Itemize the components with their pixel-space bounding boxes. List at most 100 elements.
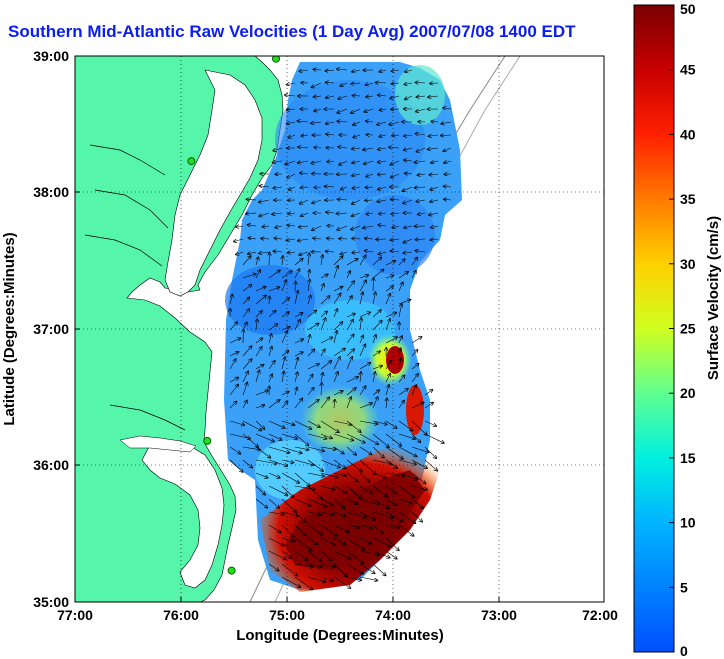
velocity-arrow <box>333 511 346 516</box>
velocity-arrow <box>391 70 400 71</box>
velocity-arrow <box>229 420 245 425</box>
velocity-arrow <box>377 148 387 150</box>
velocity-arrow <box>346 357 352 370</box>
velocity-arrow <box>359 255 366 266</box>
velocity-arrow <box>405 70 413 72</box>
velocity-arrow <box>281 576 301 587</box>
velocity-arrow <box>242 371 248 383</box>
colorbar-label: Surface Velocity (cm/s) <box>705 216 722 380</box>
velocity-arrow <box>326 212 335 213</box>
velocity-arrow <box>320 472 338 478</box>
velocity-arrow <box>294 433 309 446</box>
x-axis-label: Longitude (Degrees:Minutes) <box>236 627 444 644</box>
velocity-arrow <box>392 226 400 228</box>
velocity-arrow <box>268 310 276 318</box>
velocity-arrow <box>411 446 429 453</box>
velocity-arrow <box>229 401 237 409</box>
velocity-arrow <box>229 384 238 396</box>
velocity-arrow <box>346 459 362 472</box>
velocity-arrow <box>312 225 322 231</box>
velocity-arrow <box>307 349 315 357</box>
velocity-arrow <box>268 524 281 533</box>
velocity-arrow <box>337 69 348 70</box>
velocity-arrow <box>307 485 323 499</box>
velocity-arrow <box>346 388 356 396</box>
velocity-arrow <box>385 374 390 383</box>
velocity-arrow <box>294 459 314 465</box>
velocity-arrow <box>314 147 322 148</box>
velocity-arrow <box>268 360 275 370</box>
velocity-arrow <box>255 295 266 305</box>
velocity-arrow <box>415 133 426 135</box>
velocity-arrow <box>372 310 381 318</box>
grid <box>75 56 604 602</box>
x-tick-label: 72:00 <box>582 607 618 623</box>
velocity-arrow <box>411 472 426 484</box>
velocity-arrow <box>337 199 348 200</box>
velocity-arrow <box>268 346 272 357</box>
velocity-arrow <box>294 498 311 506</box>
velocity-arrow <box>390 96 400 99</box>
velocity-arrow <box>398 498 412 503</box>
velocity-arrow <box>294 269 300 279</box>
velocity-arrow <box>298 147 309 148</box>
velocity-arrow <box>287 173 296 178</box>
velocity-arrow <box>346 397 351 409</box>
velocity-arrow <box>359 446 372 455</box>
velocity-arrow <box>320 361 332 370</box>
velocity-arrow <box>359 511 375 520</box>
velocity-arrow <box>308 253 309 266</box>
station-marker <box>203 436 212 445</box>
velocity-arrow <box>286 122 296 124</box>
velocity-arrow <box>339 160 348 165</box>
x-tick-label: 77:00 <box>57 607 93 623</box>
velocity-arrow <box>269 252 270 266</box>
velocity-arrow <box>372 498 389 509</box>
velocity-arrow <box>398 259 405 266</box>
velocity-arrow <box>340 252 348 254</box>
velocity-arrow <box>385 485 397 494</box>
velocity-arrow <box>431 121 439 122</box>
velocity-arrow <box>307 310 317 318</box>
velocity-arrow <box>301 135 309 136</box>
velocity-arrow <box>444 161 452 163</box>
velocity-arrow <box>268 446 290 453</box>
velocity-arrow <box>281 401 288 409</box>
y-tick-label: 38:00 <box>33 184 69 200</box>
velocity-arrow <box>274 238 283 239</box>
velocity-arrow <box>311 122 322 123</box>
velocity-arrow <box>245 213 257 214</box>
velocity-arrow <box>288 135 296 138</box>
velocity-arrow <box>229 352 239 357</box>
station-marker <box>227 566 236 575</box>
velocity-arrow <box>294 446 309 450</box>
velocity-arrow <box>286 109 296 110</box>
velocity-arrow <box>294 313 303 318</box>
velocity-arrow <box>229 294 233 305</box>
velocity-arrow <box>326 96 335 98</box>
velocity-arrow <box>338 95 348 99</box>
velocity-arrow <box>411 257 417 266</box>
velocity-arrow <box>281 327 290 331</box>
colorbar-tick-label: 50 <box>680 1 696 17</box>
velocity-arrow <box>282 371 284 383</box>
velocity-arrow <box>321 255 323 266</box>
y-tick-label: 36:00 <box>33 457 69 473</box>
velocity-arrow <box>255 433 274 442</box>
velocity-arrow <box>352 187 361 188</box>
velocity-arrow <box>351 199 361 204</box>
velocity-arrow <box>268 400 280 409</box>
velocity-arrow <box>430 200 439 202</box>
velocity-arrow <box>242 346 252 357</box>
velocity-arrow <box>398 524 414 536</box>
velocity-arrow <box>372 563 386 576</box>
velocity-arrow <box>359 472 370 482</box>
velocity-arrow <box>294 563 313 567</box>
x-tick-label: 75:00 <box>269 607 305 623</box>
velocity-arrow <box>359 335 363 344</box>
velocity-arrow <box>385 293 390 305</box>
velocity-arrow <box>431 226 439 228</box>
velocity-arrow <box>359 275 369 279</box>
pamlico-sound <box>141 439 225 589</box>
velocity-arrow <box>234 238 244 242</box>
